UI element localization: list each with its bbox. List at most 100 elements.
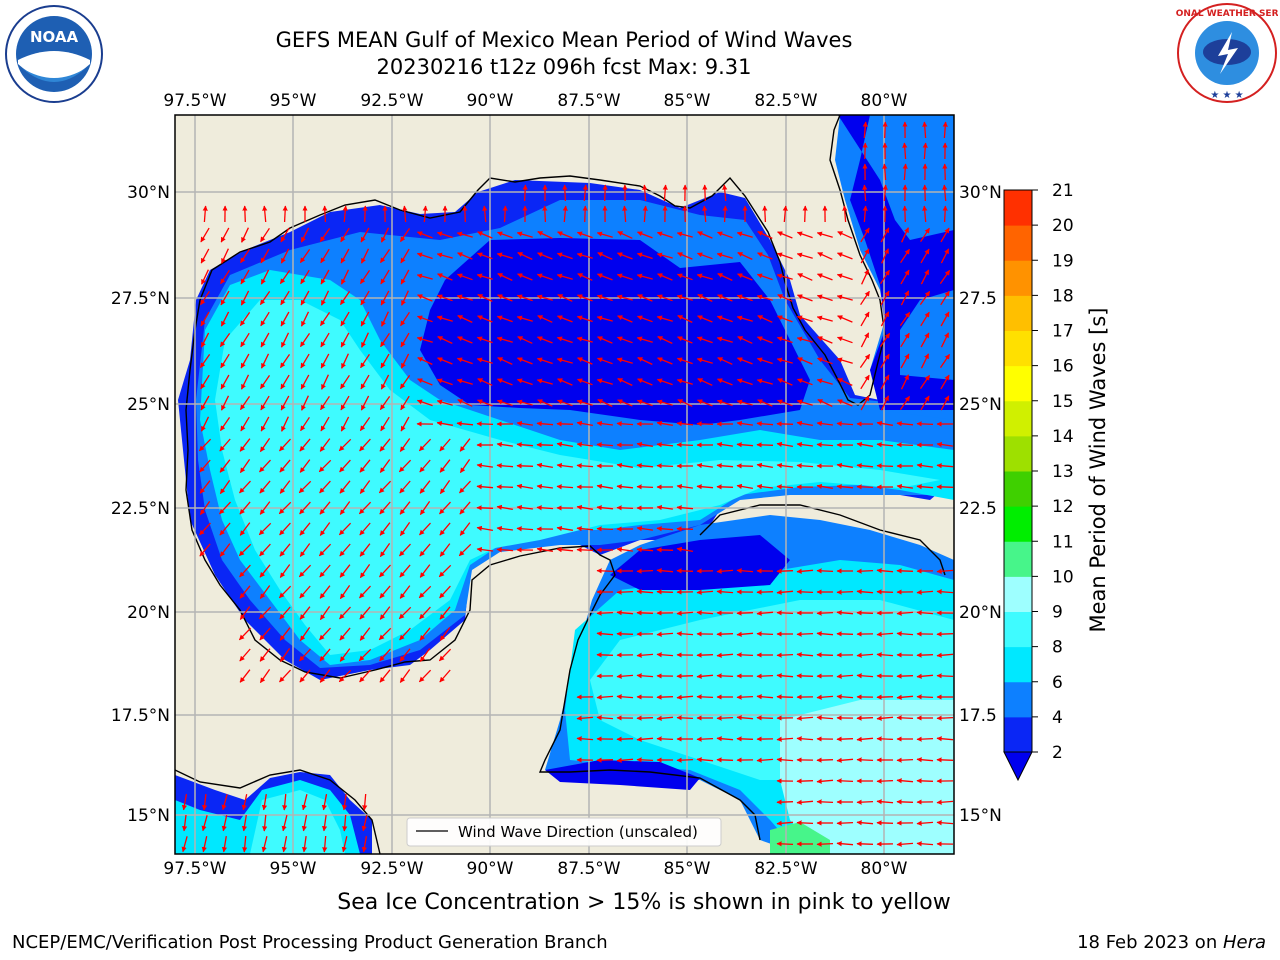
wind-wave-arrow <box>557 231 573 239</box>
wind-wave-arrow <box>916 484 934 490</box>
wind-wave-arrow <box>556 547 574 553</box>
wind-wave-arrow <box>320 416 330 432</box>
wind-wave-arrow <box>456 294 473 301</box>
wind-wave-arrow <box>299 606 311 620</box>
wind-wave-arrow <box>260 395 270 411</box>
wind-wave-arrow <box>617 315 633 323</box>
wind-wave-arrow <box>716 568 734 574</box>
wind-wave-arrow <box>219 417 231 432</box>
wind-wave-arrow <box>642 205 648 223</box>
wind-wave-arrow <box>557 399 573 407</box>
wind-wave-arrow <box>416 336 433 343</box>
wind-wave-arrow <box>842 205 848 223</box>
wind-wave-arrow <box>896 421 914 427</box>
wind-wave-arrow <box>299 522 311 536</box>
wind-wave-arrow <box>439 480 451 495</box>
colorbar-label: Mean Period of Wind Waves [s] <box>1086 308 1110 633</box>
wind-wave-arrow <box>856 673 874 679</box>
wind-wave-arrow <box>379 606 391 620</box>
colorbar-tick-label: 10 <box>1052 567 1074 587</box>
wind-wave-arrow <box>836 589 854 595</box>
wind-wave-arrow <box>319 627 331 641</box>
wind-wave-arrow <box>776 357 793 364</box>
wind-wave-arrow <box>777 315 793 323</box>
wind-wave-arrow <box>756 421 774 427</box>
wind-wave-arrow <box>379 438 391 452</box>
wind-wave-arrow <box>239 522 251 536</box>
wind-wave-arrow <box>676 378 693 385</box>
wind-wave-arrow <box>796 820 814 826</box>
wind-wave-arrow <box>301 836 308 853</box>
wind-wave-arrow <box>280 227 290 243</box>
lat-label: 15°N <box>127 806 170 826</box>
colorbar-segment <box>1004 190 1032 226</box>
wind-wave-arrow <box>359 669 371 683</box>
wind-wave-arrow <box>736 631 754 637</box>
wind-wave-arrow <box>262 205 268 223</box>
wind-wave-arrow <box>636 484 654 490</box>
wind-wave-arrow <box>280 374 290 390</box>
wind-wave-arrow <box>279 270 291 285</box>
wind-wave-arrow <box>737 336 753 344</box>
wind-wave-arrow <box>576 231 593 239</box>
wind-wave-arrow <box>400 353 410 369</box>
wind-wave-arrow <box>536 294 553 301</box>
wind-wave-arrow <box>796 336 813 343</box>
wind-wave-arrow <box>419 459 431 473</box>
wind-wave-arrow <box>702 205 708 223</box>
wind-wave-arrow <box>339 627 351 641</box>
wind-wave-arrow <box>239 648 251 662</box>
wind-wave-arrow <box>876 652 894 658</box>
wind-wave-arrow <box>736 736 754 742</box>
wind-wave-arrow <box>456 357 473 365</box>
wind-wave-arrow <box>816 841 834 847</box>
wind-wave-arrow <box>517 273 533 281</box>
wind-wave-arrow <box>816 757 834 763</box>
wind-wave-arrow <box>676 505 694 511</box>
wind-wave-arrow <box>240 290 250 306</box>
wind-wave-arrow <box>616 673 634 679</box>
wind-wave-arrow <box>556 357 573 364</box>
wind-wave-arrow <box>537 252 553 260</box>
wind-wave-arrow <box>281 416 289 432</box>
wind-wave-arrow <box>496 315 513 323</box>
footer-date: 18 Feb 2023 on Hera <box>1077 932 1266 953</box>
colorbar-segment <box>1004 365 1032 402</box>
colorbar-segment <box>1004 541 1032 577</box>
wind-wave-arrow <box>279 354 291 369</box>
wind-wave-arrow <box>536 357 553 365</box>
wind-wave-arrow <box>596 294 613 302</box>
wind-wave-arrow <box>319 522 331 536</box>
wind-wave-arrow <box>457 315 473 323</box>
wind-wave-arrow <box>516 399 533 406</box>
wind-wave-arrow <box>836 610 854 616</box>
lon-label: 92.5°W <box>360 859 423 879</box>
wind-wave-arrow <box>240 269 250 285</box>
wind-wave-arrow <box>756 273 773 281</box>
wind-wave-arrow <box>400 269 410 285</box>
wind-wave-arrow <box>756 673 774 679</box>
lat-label: 30°N <box>127 183 170 203</box>
wind-wave-arrow <box>836 820 854 826</box>
wind-wave-arrow <box>398 606 412 620</box>
wind-wave-arrow <box>219 459 231 473</box>
wind-wave-arrow <box>576 315 593 323</box>
lat-label: 30°N <box>959 183 1002 203</box>
lon-label: 87.5°W <box>557 91 620 111</box>
wind-wave-arrow <box>616 462 634 469</box>
wind-wave-arrow <box>920 395 930 411</box>
wind-wave-arrow <box>736 399 753 406</box>
wind-wave-arrow <box>776 252 793 260</box>
wind-wave-arrow <box>916 652 934 658</box>
wind-wave-arrow <box>557 315 573 323</box>
wind-wave-arrow <box>320 269 330 285</box>
wind-wave-arrow <box>301 814 308 832</box>
wind-wave-arrow <box>940 248 950 264</box>
wind-wave-arrow <box>862 205 868 223</box>
wind-wave-arrow <box>319 312 331 327</box>
wind-wave-arrow <box>437 294 453 302</box>
wind-wave-arrow <box>596 694 614 700</box>
footer-host: Hera <box>1222 932 1266 953</box>
wind-wave-arrow <box>616 610 634 616</box>
